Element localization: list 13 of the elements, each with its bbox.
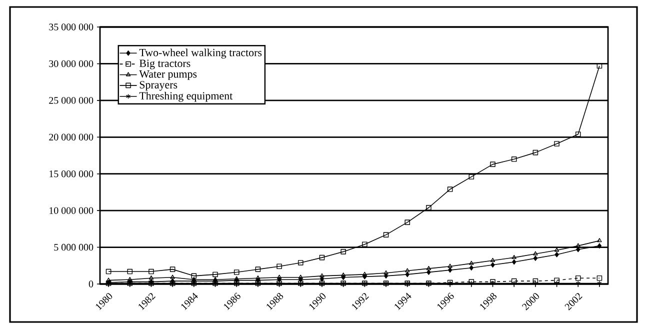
legend-label: Threshing equipment [139,92,233,102]
legend-label: Big tractors [139,60,190,70]
legend-label: Two-wheel walking tractors [139,48,262,59]
y-tick-label: 20 000 000 [49,134,94,140]
legend-label: Water pumps [139,70,197,80]
y-tick-label: 30 000 000 [49,60,94,68]
y-tick-label: 10 000 000 [50,207,94,214]
y-tick-label: 0 [88,280,94,288]
y-tick-label: 5 000 000 [54,244,94,251]
legend-label: Sprayers [140,81,178,91]
y-tick-label: 15 000 000 [50,170,94,178]
y-tick-label: 25 000 000 [49,97,94,104]
y-tick-label: 35 000 000 [49,24,94,30]
